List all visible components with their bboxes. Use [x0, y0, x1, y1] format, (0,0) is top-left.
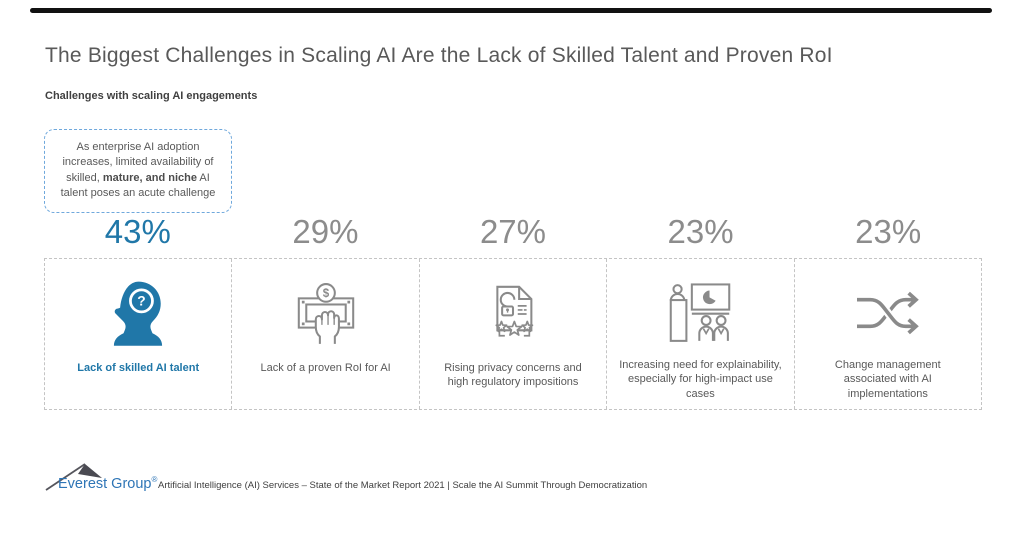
percent-value-5: 23%: [855, 213, 922, 250]
challenge-label: Lack of skilled AI talent: [77, 362, 200, 374]
presentation-audience-icon: [665, 271, 735, 354]
percent-value-2: 29%: [292, 213, 359, 250]
callout-box: As enterprise AI adoption increases, lim…: [44, 129, 232, 213]
percent-value-1: 43%: [104, 213, 171, 250]
percent-value-3: 27%: [479, 213, 547, 250]
challenge-label: Lack of a proven RoI for AI: [260, 362, 391, 374]
callout-text-bold: mature, and niche: [102, 171, 197, 184]
challenge-card-roi: $ Lack of a proven RoI for AI: [232, 259, 420, 409]
top-accent-bar: [30, 8, 992, 13]
percent-row: 43% 29% 27% 23% 23%: [44, 213, 982, 250]
challenge-card-privacy: Rising privacy concerns and high regulat…: [420, 259, 608, 409]
page-title: The Biggest Challenges in Scaling AI Are…: [45, 44, 833, 67]
privacy-document-icon: [479, 271, 547, 357]
svg-text:$: $: [322, 288, 329, 300]
head-question-icon: ?: [107, 271, 169, 357]
money-hand-icon: $: [292, 271, 360, 357]
source-text: Artificial Intelligence (AI) Services – …: [158, 480, 648, 491]
shuffle-arrows-icon: [851, 271, 925, 354]
brand-name: Everest Group®: [58, 475, 158, 492]
challenge-label: Increasing need for explainability, espe…: [619, 359, 782, 400]
challenge-card-explainability: Increasing need for explainability, espe…: [607, 259, 795, 409]
footer: Everest Group® Artificial Intelligence (…: [45, 462, 985, 496]
callout-text-before: As enterprise AI adoption increases, lim…: [62, 141, 214, 184]
challenges-grid: ? Lack of skilled AI talent $: [44, 258, 982, 410]
challenge-card-change-mgmt: Change management associated with AI imp…: [795, 259, 981, 409]
callout-text-after: AI talent poses an acute challenge: [60, 171, 216, 200]
everest-group-logo: Everest Group®: [45, 462, 157, 494]
registered-mark: ®: [151, 475, 158, 484]
svg-text:?: ?: [137, 294, 145, 309]
challenge-label: Change management associated with AI imp…: [834, 359, 941, 400]
page-subtitle: Challenges with scaling AI engagements: [45, 90, 258, 102]
challenge-label: Rising privacy concerns and high regulat…: [444, 362, 582, 389]
mountain-icon: [45, 463, 102, 491]
challenge-card-skilled-talent: ? Lack of skilled AI talent: [45, 259, 233, 409]
percent-value-4: 23%: [667, 213, 734, 250]
